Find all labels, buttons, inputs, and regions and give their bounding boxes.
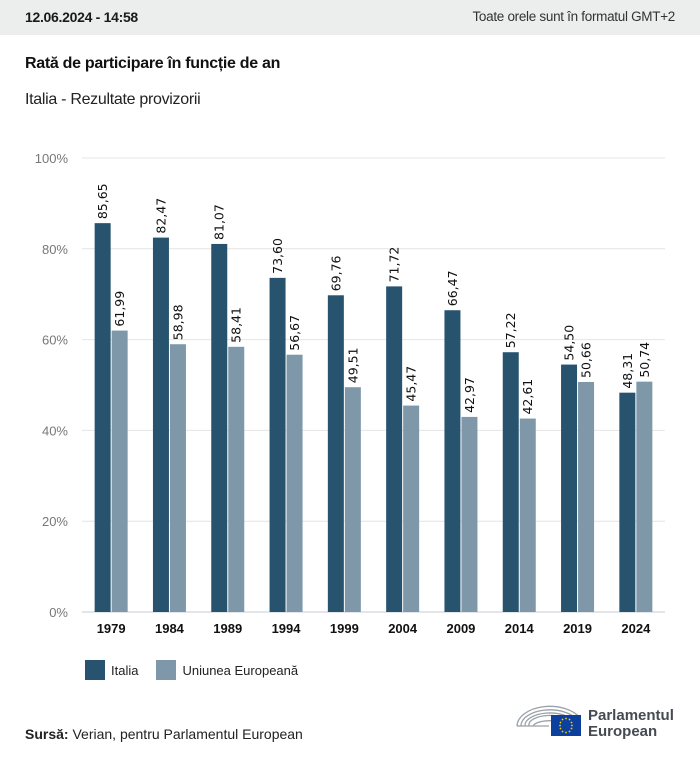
source-note: Sursă: Verian, pentru Parlamentul Europe… bbox=[25, 726, 303, 742]
data-label: 42,61 bbox=[520, 379, 535, 415]
bar-ue-1989[interactable] bbox=[228, 346, 245, 612]
bar-ue-1999[interactable] bbox=[344, 387, 361, 612]
x-tick-label: 2009 bbox=[446, 621, 475, 636]
european-parliament-logo bbox=[516, 705, 581, 736]
y-tick-label: 80% bbox=[42, 242, 68, 257]
y-tick-label: 20% bbox=[42, 514, 68, 529]
chart-title: Rată de participare în funcție de an bbox=[25, 55, 281, 72]
source-text: Verian, pentru Parlamentul European bbox=[68, 726, 303, 742]
bar-italia-1989[interactable] bbox=[211, 243, 228, 612]
x-tick-label: 1994 bbox=[272, 621, 302, 636]
data-label: 45,47 bbox=[404, 366, 419, 402]
bar-italia-2019[interactable] bbox=[561, 364, 578, 612]
logo-text-line2: European bbox=[588, 723, 658, 740]
x-tick-label: 1979 bbox=[97, 621, 126, 636]
grid-lines bbox=[82, 157, 665, 613]
x-tick-label: 1999 bbox=[330, 621, 359, 636]
legend-item-italia[interactable]: Italia bbox=[85, 660, 138, 680]
bar-ue-2014[interactable] bbox=[519, 418, 536, 612]
data-label: 54,50 bbox=[562, 325, 577, 361]
x-tick-label: 2014 bbox=[505, 621, 535, 636]
bar-italia-2009[interactable] bbox=[444, 310, 461, 612]
x-tick-label: 2004 bbox=[388, 621, 418, 636]
x-axis-ticks: 1979 1984 1989 1994 1999 2004 2009 2014 2019 2024 bbox=[97, 621, 651, 636]
bar-italia-2004[interactable] bbox=[386, 286, 403, 612]
y-tick-label: 40% bbox=[42, 423, 68, 438]
bar-italia-1994[interactable] bbox=[269, 277, 286, 612]
bar-ue-1979[interactable] bbox=[111, 330, 128, 612]
logo-text-line1: Parlamentul bbox=[588, 707, 674, 724]
data-label: 69,76 bbox=[328, 255, 343, 291]
y-axis-ticks: 0% 20% 40% 60% 80% 100% bbox=[35, 151, 69, 620]
legend-swatch-ue bbox=[156, 660, 177, 680]
bar-italia-1979[interactable] bbox=[94, 223, 111, 613]
y-tick-label: 100% bbox=[35, 151, 69, 166]
data-label: 48,31 bbox=[620, 353, 635, 389]
data-label: 57,22 bbox=[503, 312, 518, 348]
logo-text: Parlamentul European bbox=[588, 708, 674, 740]
data-label: 49,51 bbox=[345, 347, 360, 383]
bar-ue-2009[interactable] bbox=[461, 416, 478, 612]
data-label: 85,65 bbox=[95, 183, 110, 219]
legend-label-ue: Uniunea Europeană bbox=[182, 662, 299, 678]
legend-item-ue[interactable]: Uniunea Europeană bbox=[156, 660, 298, 680]
bar-italia-1999[interactable] bbox=[327, 295, 344, 612]
bar-ue-1984[interactable] bbox=[169, 344, 186, 612]
bar-italia-1984[interactable] bbox=[152, 237, 169, 613]
timezone-note: Toate orele sunt în formatul GMT+2 bbox=[472, 9, 675, 24]
bar-ue-1994[interactable] bbox=[286, 354, 303, 612]
eu-flag-icon bbox=[551, 715, 581, 736]
data-label: 50,66 bbox=[579, 342, 594, 378]
legend-swatch-italia bbox=[85, 660, 105, 680]
chart-subtitle: Italia - Rezultate provizorii bbox=[25, 91, 201, 108]
data-label: 58,41 bbox=[229, 307, 244, 343]
top-bar: 12.06.2024 - 14:58 Toate orele sunt în f… bbox=[0, 0, 700, 35]
legend-label-italia: Italia bbox=[111, 662, 139, 678]
x-tick-label: 1984 bbox=[155, 621, 185, 636]
data-label: 82,47 bbox=[153, 198, 168, 234]
data-label: 56,67 bbox=[287, 315, 302, 351]
bar-ue-2004[interactable] bbox=[403, 405, 420, 612]
legend: Italia Uniunea Europeană bbox=[85, 660, 316, 680]
data-label: 61,99 bbox=[112, 291, 127, 327]
data-label: 66,47 bbox=[445, 270, 460, 306]
bar-chart: 0%20%40%60%80%100% 85,6561,9982,4758,988… bbox=[35, 151, 665, 636]
data-label: 73,60 bbox=[270, 238, 285, 274]
data-label: 58,98 bbox=[170, 304, 185, 340]
y-tick-label: 60% bbox=[42, 333, 68, 348]
data-label: 42,97 bbox=[462, 377, 477, 413]
source-label: Sursă: bbox=[25, 726, 69, 742]
bar-italia-2014[interactable] bbox=[502, 352, 519, 612]
data-label: 50,74 bbox=[637, 342, 652, 378]
x-tick-label: 2024 bbox=[621, 621, 651, 636]
data-label: 71,72 bbox=[387, 247, 402, 283]
x-tick-label: 1989 bbox=[213, 621, 242, 636]
bar-ue-2024[interactable] bbox=[636, 381, 653, 612]
data-label: 81,07 bbox=[212, 204, 227, 240]
timestamp: 12.06.2024 - 14:58 bbox=[25, 9, 138, 25]
x-tick-label: 2019 bbox=[563, 621, 592, 636]
bars bbox=[94, 223, 653, 613]
data-labels: 85,65 61,99 82,47 58,98 81,07 58,41 73,60 56,67… bbox=[95, 183, 652, 414]
y-tick-label: 0% bbox=[49, 605, 68, 620]
bar-italia-2024[interactable] bbox=[619, 392, 636, 612]
bar-ue-2019[interactable] bbox=[578, 382, 595, 612]
